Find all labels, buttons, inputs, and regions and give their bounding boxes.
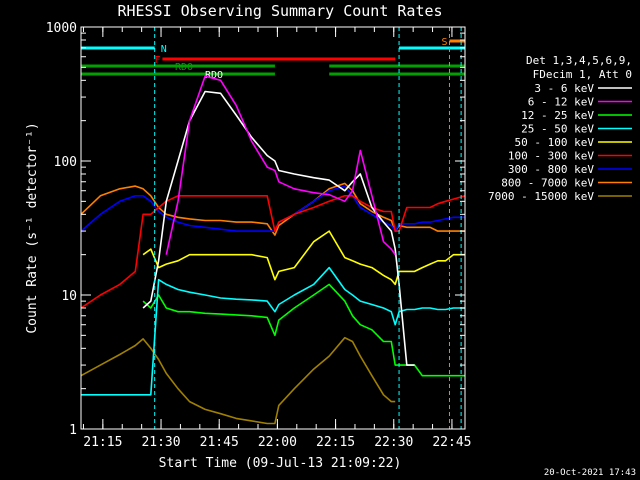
flag-rdo-label-lower: RDO — [205, 70, 223, 81]
legend-entry-label: 6 - 12 keV — [528, 96, 595, 109]
legend-header-2: FDecim 1, Att 0 — [533, 68, 632, 81]
flag-s-label: S — [441, 37, 447, 48]
series-line-2 — [142, 283, 465, 377]
chart-title: RHESSI Observing Summary Count Rates — [117, 2, 442, 20]
x-tick-label: 22:15 — [316, 435, 355, 450]
y-tick-label: 10 — [61, 289, 77, 304]
series-line-4 — [142, 230, 465, 286]
flag-markers-layer — [154, 27, 462, 429]
flag-bars-layer: NF RDO RDO S — [81, 37, 465, 81]
y-tick-label: 1000 — [46, 21, 77, 36]
flag-f-label: F — [154, 55, 160, 66]
legend-entry-label: 50 - 100 keV — [515, 136, 595, 149]
x-axis-ticks: 21:15 21:30 21:45 22:00 22:15 22:30 22:45 — [82, 27, 472, 450]
legend-entry-label: 12 - 25 keV — [521, 109, 594, 122]
y-tick-label: 100 — [54, 155, 77, 170]
legend-entry-label: 800 - 7000 keV — [501, 177, 594, 190]
legend: Det 1,3,4,5,6,9, FDecim 1, Att 0 3 - 6 k… — [488, 54, 632, 203]
legend-entry-label: 25 - 50 keV — [521, 123, 594, 136]
x-tick-label: 22:45 — [432, 435, 471, 450]
x-tick-label: 21:15 — [83, 435, 122, 450]
legend-header-1: Det 1,3,4,5,6,9, — [526, 54, 632, 67]
x-axis-label: Start Time (09-Jul-13 21:09:22) — [159, 456, 402, 471]
footer-timestamp: 20-Oct-2021 17:43 — [544, 468, 636, 478]
series-line-5 — [80, 195, 466, 309]
legend-entry-label: 100 - 300 keV — [508, 150, 594, 163]
x-tick-label: 21:30 — [141, 435, 180, 450]
y-axis-label: Count Rate (s⁻¹ detector⁻¹) — [25, 122, 40, 333]
y-axis-ticks: 1 10 100 1000 — [46, 21, 465, 438]
series-line-1 — [165, 75, 396, 256]
series-line-8 — [80, 336, 396, 425]
y-tick-label: 1 — [69, 423, 77, 438]
flag-n-label: N — [161, 44, 167, 55]
flag-rdo-label: RDO — [175, 62, 193, 73]
series-line-0 — [142, 90, 415, 366]
series-layer — [80, 75, 466, 425]
x-tick-label: 22:30 — [374, 435, 413, 450]
legend-entry-label: 7000 - 15000 keV — [488, 190, 594, 203]
x-tick-label: 22:00 — [258, 435, 297, 450]
series-line-3 — [81, 266, 465, 396]
legend-entry-label: 3 - 6 keV — [534, 82, 594, 95]
plot-frame — [80, 26, 466, 430]
legend-entry-label: 300 - 800 keV — [508, 163, 594, 176]
x-tick-label: 21:45 — [200, 435, 239, 450]
series-line-6 — [80, 185, 465, 232]
